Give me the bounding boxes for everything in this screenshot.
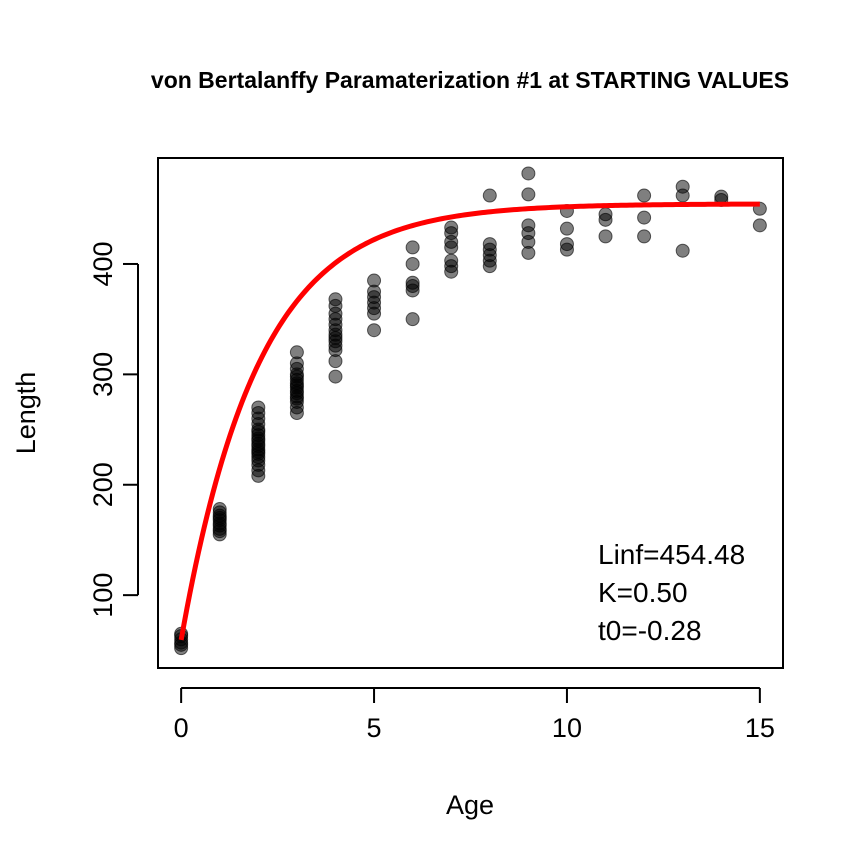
- chart-title: von Bertalanffy Paramaterization #1 at S…: [151, 67, 789, 93]
- x-axis: 0 5 10 15: [174, 687, 775, 743]
- data-point: [328, 369, 343, 384]
- y-tick-label: 300: [88, 352, 118, 397]
- annotation-linf: Linf=454.48: [598, 539, 745, 570]
- data-point: [714, 189, 729, 204]
- plot-frame: [157, 157, 784, 669]
- data-point: [444, 220, 459, 235]
- data-point: [444, 253, 459, 268]
- annotation-k: K=0.50: [598, 577, 688, 608]
- x-tick-label: 10: [552, 713, 582, 743]
- y-tick-label: 200: [88, 462, 118, 507]
- data-point: [637, 188, 652, 203]
- data-point: [752, 218, 767, 233]
- data-point: [675, 179, 690, 194]
- data-point: [637, 229, 652, 244]
- y-axis-label: Length: [11, 372, 41, 455]
- y-tick-label: 400: [88, 241, 118, 286]
- data-point: [598, 207, 613, 222]
- data-point: [405, 256, 420, 271]
- data-point: [212, 502, 227, 517]
- x-tick-label: 15: [745, 713, 775, 743]
- data-point: [328, 292, 343, 307]
- data-point: [367, 273, 382, 288]
- data-point: [521, 187, 536, 202]
- data-point: [482, 237, 497, 252]
- x-axis-label: Age: [446, 790, 494, 820]
- data-point: [482, 188, 497, 203]
- x-tick-label: 5: [367, 713, 382, 743]
- data-point: [559, 221, 574, 236]
- x-tick-label: 0: [174, 713, 189, 743]
- data-point: [405, 275, 420, 290]
- data-point: [675, 243, 690, 258]
- data-point: [637, 210, 652, 225]
- data-point: [405, 312, 420, 327]
- data-point: [559, 237, 574, 252]
- y-tick-label: 100: [88, 573, 118, 618]
- data-point: [521, 166, 536, 181]
- y-axis: 100 200 300 400: [88, 241, 139, 618]
- fit-curve: [178, 201, 760, 641]
- points-layer: [174, 166, 767, 656]
- data-point: [251, 400, 266, 415]
- data-point: [405, 240, 420, 255]
- data-point: [367, 323, 382, 338]
- data-point: [598, 229, 613, 244]
- data-point: [289, 345, 304, 360]
- annotation-t0: t0=-0.28: [598, 615, 702, 646]
- data-point: [521, 218, 536, 233]
